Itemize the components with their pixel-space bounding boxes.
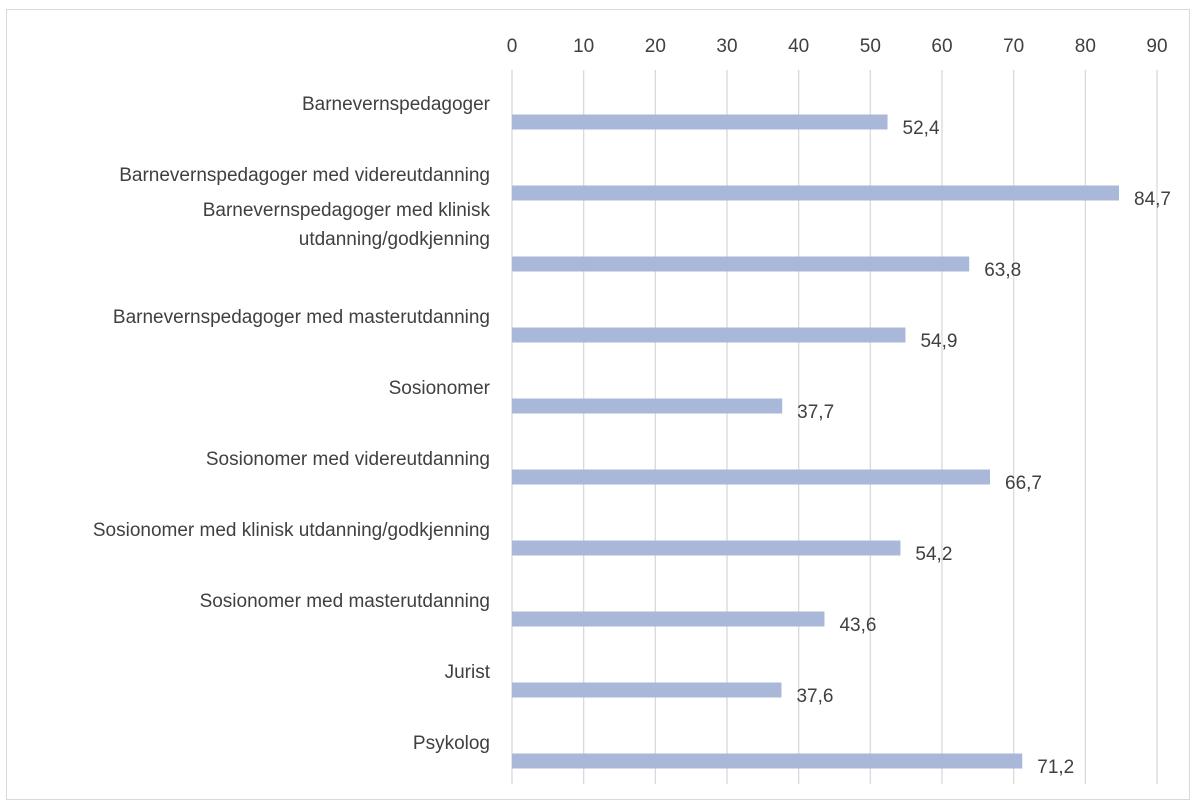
data-label: 63,8 [984,260,1021,281]
bar [512,753,1023,769]
data-label: 37,7 [797,402,834,423]
x-tick-label: 20 [645,36,666,57]
data-label: 43,6 [839,615,876,636]
category-label: Sosionomer med klinisk utdanning/godkjen… [93,520,490,541]
data-label: 71,2 [1037,757,1074,778]
category-label: Jurist [445,662,491,683]
category-labels: Barnevernspedagoger Barnevernspedagoger m… [93,94,491,754]
x-tick-label: 90 [1146,36,1167,57]
bar [512,256,970,272]
category-label: utdanning/godkjenning [299,229,490,250]
category-label: Sosionomer med masterutdanning [200,591,490,612]
data-label: 84,7 [1134,189,1171,210]
bar [512,114,888,130]
bar [512,327,906,343]
bar [512,682,782,698]
bars [512,114,1120,769]
x-tick-label: 80 [1075,36,1096,57]
x-tick-label: 10 [573,36,594,57]
x-tick-label: 30 [716,36,737,57]
category-label: Barnevernspedagoger [302,94,491,115]
x-tick-label: 60 [931,36,952,57]
category-label: Barnevernspedagoger med videreutdanning [119,165,490,186]
x-tick-label: 40 [788,36,809,57]
category-label: Sosionomer [389,378,491,399]
data-label: 37,6 [796,686,833,707]
category-label: Barnevernspedagoger med masterutdanning [113,307,490,328]
category-label: Sosionomer med videreutdanning [206,449,490,470]
bar [512,469,991,485]
x-tick-label: 50 [860,36,881,57]
data-label: 66,7 [1005,473,1042,494]
bar [512,611,825,627]
data-label: 54,2 [915,544,952,565]
data-label: 52,4 [903,118,940,139]
category-label: Barnevernspedagoger med klinisk [203,200,491,221]
gridlines [511,70,1158,784]
bar [512,185,1120,201]
bar [512,398,783,414]
category-label: Psykolog [413,733,490,754]
data-label: 54,9 [920,331,957,352]
x-axis-ticks: 0 10 20 30 40 50 60 70 80 90 [507,36,1168,57]
x-tick-label: 70 [1003,36,1024,57]
x-tick-label: 0 [507,36,518,57]
bar [512,540,901,556]
data-labels: 52,4 84,7 63,8 54,9 37,7 66,7 54,2 43,6 37,6 71,2 [796,118,1171,778]
